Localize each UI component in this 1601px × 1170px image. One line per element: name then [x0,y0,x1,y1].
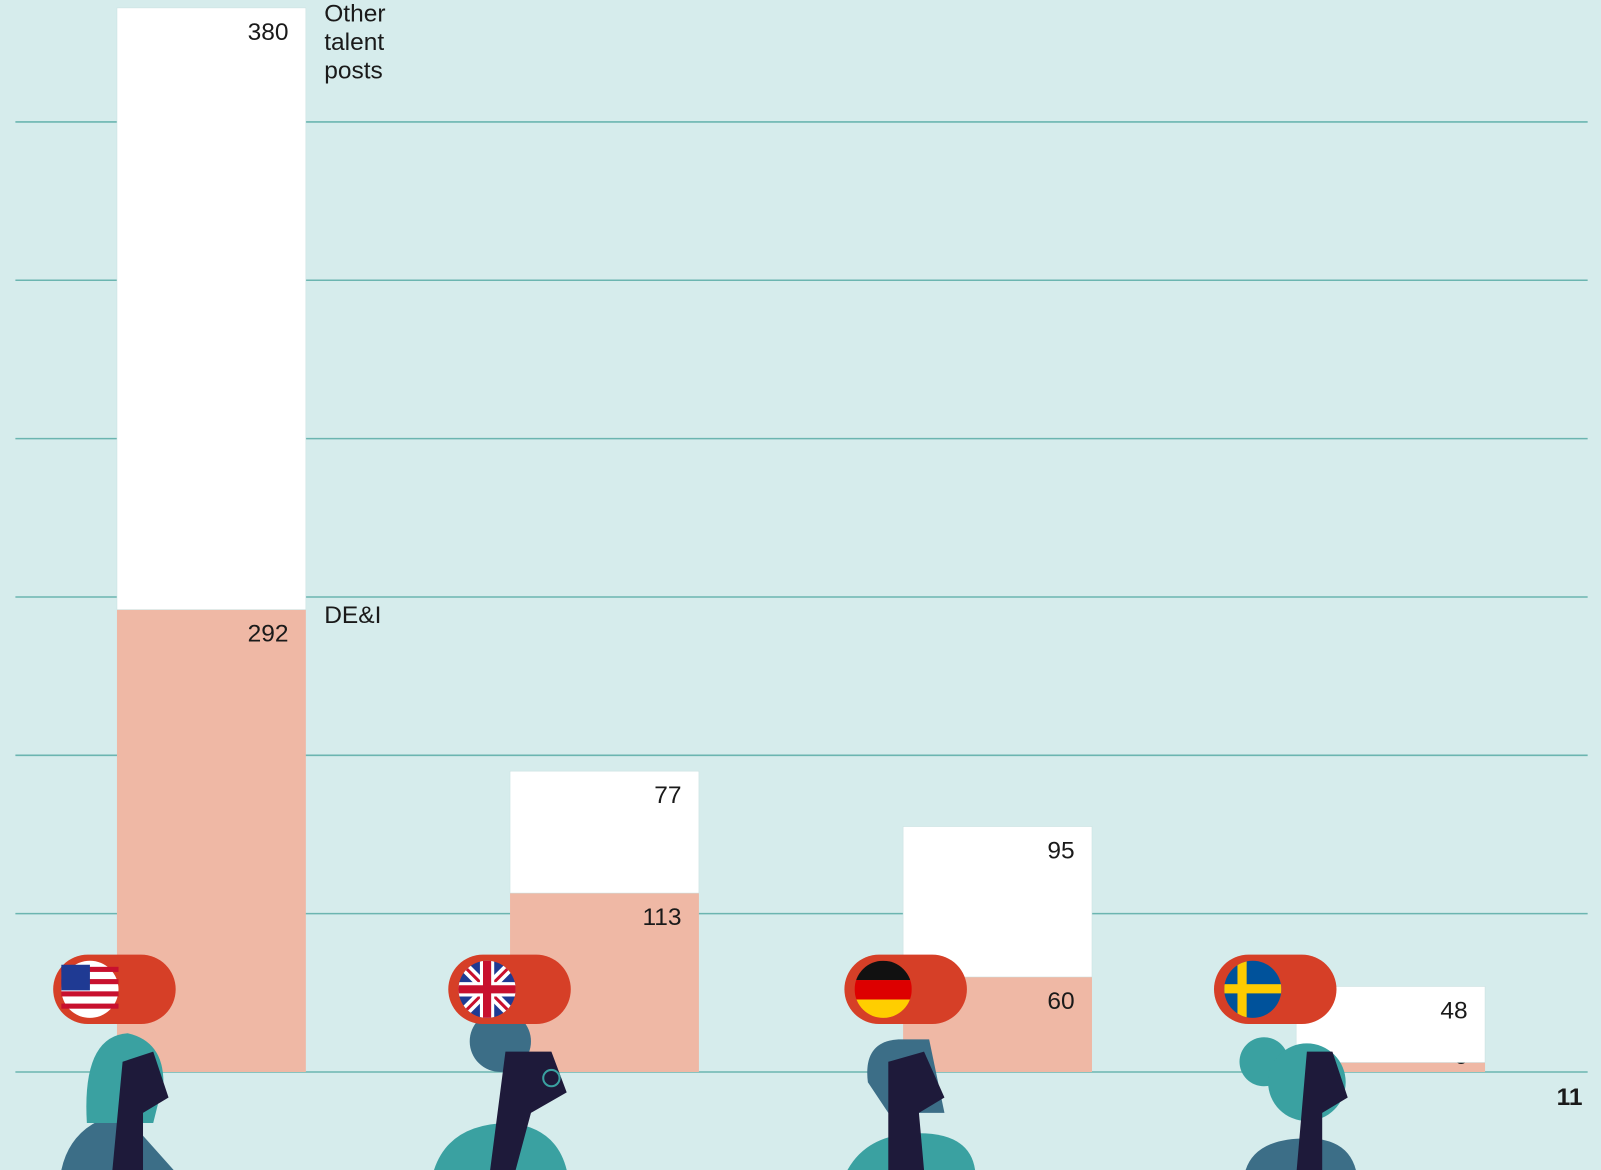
bar-segment [116,7,307,610]
value-label: 292 [248,621,289,648]
person [1239,1037,1356,1170]
series-label-text: DE&I [324,601,382,630]
bar-segment [902,826,1093,978]
bar-segment [1296,1062,1486,1072]
value-label: 48 [1440,997,1467,1024]
person [433,1010,567,1170]
value-label: 380 [248,19,289,46]
value-label: 77 [654,782,681,809]
person [61,1033,174,1170]
illustrations [53,954,1356,1170]
value-label: 95 [1047,838,1074,865]
person [847,1039,976,1170]
series-label: DE&I [324,601,382,630]
value-label: 60 [1047,988,1074,1015]
flag-de [844,954,967,1025]
value-label: 113 [642,904,681,931]
flag-uk [448,954,571,1025]
flag-us [53,954,176,1025]
series-label: Other talent posts [324,0,386,85]
page-number: 11 [1557,1084,1583,1111]
series-label-text: Other talent posts [324,0,386,85]
flag-se [1213,954,1337,1025]
bar-segment [509,770,700,894]
